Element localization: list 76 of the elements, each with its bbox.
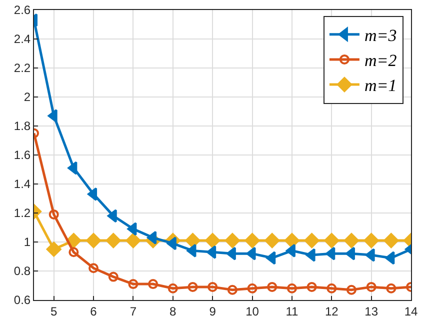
y-tick-label: 1.2 (14, 206, 31, 220)
point (68, 247, 79, 258)
point (346, 284, 356, 295)
point (147, 230, 157, 244)
point (224, 233, 240, 248)
point (366, 282, 376, 292)
legend-label: m=2 (364, 51, 398, 70)
point (266, 251, 276, 265)
y-tick-label: 2 (24, 90, 31, 104)
point (267, 282, 278, 292)
point (108, 272, 118, 282)
point (208, 282, 218, 292)
point (324, 233, 340, 248)
point (286, 244, 296, 258)
point (264, 233, 280, 248)
legend-label: m=3 (364, 26, 397, 45)
y-tick-label: 2.6 (14, 3, 31, 18)
x-tick-label: 9 (209, 304, 216, 318)
point (186, 244, 196, 258)
point (345, 246, 355, 260)
x-tick-label: 6 (90, 304, 98, 318)
point (306, 282, 317, 292)
y-tick-label: 0.8 (14, 264, 31, 278)
legend-label: m=1 (364, 76, 397, 96)
x-tick-label: 7 (130, 304, 137, 318)
point (126, 233, 141, 248)
point (286, 283, 297, 294)
y-tick-label: 2.2 (14, 61, 31, 76)
point (46, 242, 62, 257)
point (188, 282, 198, 292)
y-tick-label: 2.4 (14, 32, 31, 46)
point (127, 222, 137, 236)
point (88, 187, 98, 201)
point (284, 233, 300, 248)
point (88, 263, 99, 274)
x-tick-label: 5 (50, 304, 58, 318)
point (226, 246, 236, 260)
point (168, 283, 178, 294)
point (364, 233, 379, 248)
point (107, 209, 117, 223)
x-tick-label: 12 (324, 304, 339, 318)
point (48, 209, 59, 220)
point (205, 233, 220, 248)
point (148, 279, 158, 290)
point (365, 248, 375, 262)
y-tick-label: 1.6 (14, 148, 31, 162)
point (326, 246, 336, 260)
point (106, 233, 121, 248)
point (68, 161, 78, 175)
x-tick-label: 14 (404, 304, 418, 318)
point (48, 109, 58, 123)
point (206, 245, 216, 259)
y-tick-label: 0.6 (14, 293, 31, 308)
x-tick-label: 11 (286, 304, 298, 318)
point (86, 233, 102, 248)
point (385, 251, 395, 265)
y-tick-label: 1 (24, 235, 31, 250)
point (244, 233, 260, 248)
point (128, 279, 138, 290)
y-tick-label: 1.8 (14, 119, 31, 134)
point (66, 233, 82, 248)
point (185, 233, 200, 248)
x-tick-label: 13 (364, 304, 378, 318)
point (386, 283, 396, 294)
point (247, 283, 258, 294)
x-tick-label: 8 (170, 304, 177, 318)
point (306, 248, 316, 262)
point (326, 283, 337, 294)
y-tick-label: 1.4 (14, 177, 31, 192)
point (304, 233, 320, 248)
x-tick-label: 10 (246, 304, 260, 318)
point (344, 233, 359, 248)
point (227, 284, 238, 295)
point (384, 233, 399, 248)
point (246, 246, 256, 260)
point (166, 236, 176, 250)
